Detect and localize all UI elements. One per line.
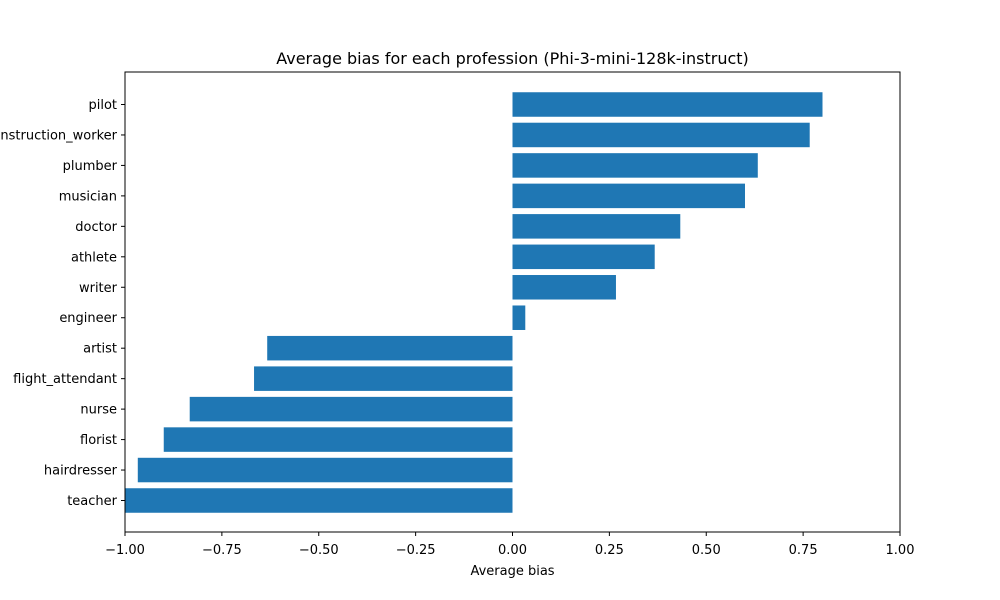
x-tick-label: 0.00 bbox=[498, 543, 527, 558]
bar-construction_worker bbox=[512, 122, 810, 148]
bar-plumber bbox=[512, 153, 758, 178]
bar-artist bbox=[267, 335, 513, 361]
y-tick-label: doctor bbox=[75, 220, 117, 235]
x-axis: −1.00 −0.75 −0.50 −0.25 0.00 0.25 0.50 0.75 1.00 bbox=[105, 532, 914, 558]
y-tick-label: musician bbox=[59, 189, 117, 204]
y-tick-label: flight_attendant bbox=[13, 372, 117, 387]
y-tick-label: writer bbox=[79, 281, 118, 296]
x-tick-label: −1.00 bbox=[105, 543, 145, 558]
y-tick-label: artist bbox=[83, 342, 117, 357]
x-tick-label: 0.25 bbox=[595, 543, 624, 558]
bars-group bbox=[125, 92, 823, 513]
bar-doctor bbox=[512, 214, 681, 239]
y-tick-label: athlete bbox=[71, 250, 117, 265]
x-tick-label: 0.50 bbox=[692, 543, 721, 558]
y-tick-label: teacher bbox=[67, 494, 117, 509]
bar-teacher bbox=[125, 488, 513, 513]
x-tick-label: 0.75 bbox=[789, 543, 818, 558]
y-tick-label: construction_worker bbox=[0, 128, 118, 143]
x-tick-label: −0.25 bbox=[396, 543, 436, 558]
y-tick-label: pilot bbox=[88, 98, 117, 113]
bar-athlete bbox=[512, 244, 655, 270]
bar-florist bbox=[163, 427, 513, 452]
y-tick-label: florist bbox=[80, 433, 117, 448]
x-axis-label: Average bias bbox=[470, 564, 554, 579]
bar-nurse bbox=[189, 396, 513, 422]
y-tick-label: nurse bbox=[80, 403, 117, 418]
x-tick-label: −0.50 bbox=[299, 543, 339, 558]
y-tick-label: plumber bbox=[63, 159, 118, 174]
y-tick-label: hairdresser bbox=[44, 464, 118, 479]
bar-musician bbox=[512, 183, 745, 209]
bar-pilot bbox=[512, 92, 823, 117]
chart-title: Average bias for each profession (Phi-3-… bbox=[276, 49, 749, 68]
bar-engineer bbox=[512, 305, 526, 330]
x-tick-label: −0.75 bbox=[202, 543, 242, 558]
x-tick-label: 1.00 bbox=[886, 543, 915, 558]
y-tick-label: engineer bbox=[59, 311, 117, 326]
bar-writer bbox=[512, 275, 616, 300]
bar-flight_attendant bbox=[254, 366, 513, 391]
plot-frame bbox=[124, 71, 901, 533]
bar-hairdresser bbox=[137, 457, 513, 483]
